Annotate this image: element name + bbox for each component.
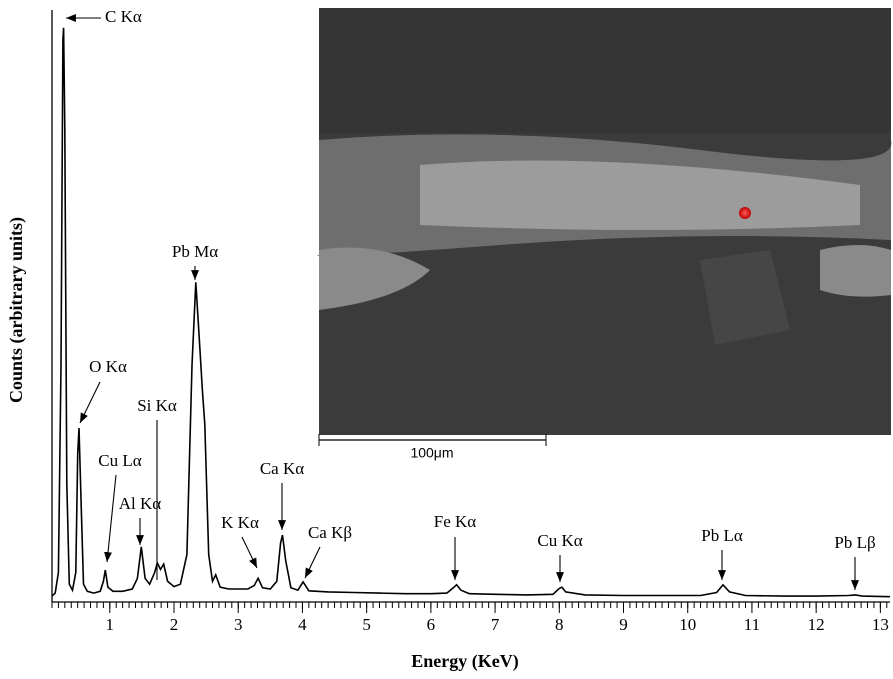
peak-label: O Kα	[89, 357, 127, 376]
x-tick-label: 12	[808, 615, 825, 634]
x-tick-label: 9	[619, 615, 628, 634]
x-tick-label: 2	[170, 615, 179, 634]
spectrum-line	[51, 27, 891, 598]
x-axis-label: Energy (KeV)	[411, 651, 518, 672]
peak-label: Pb Lα	[701, 526, 743, 545]
x-tick-label: 7	[491, 615, 500, 634]
peak-label: Al Kα	[119, 494, 162, 513]
peak-label: Pb Lβ	[834, 533, 875, 552]
peak-label: C Kα	[105, 7, 142, 26]
peak-label: Ca Kβ	[308, 523, 352, 542]
peak-label: Pb Mα	[172, 242, 218, 261]
peak-arrow	[241, 536, 258, 569]
peak-arrow	[304, 546, 321, 579]
peak-label: Cu Lα	[98, 451, 141, 470]
x-tick-label: 3	[234, 615, 243, 634]
x-tick-label: 11	[744, 615, 760, 634]
x-tick-label: 8	[555, 615, 564, 634]
scale-label: 100μm	[410, 445, 453, 461]
peak-arrow	[104, 474, 117, 563]
x-tick-label: 5	[362, 615, 371, 634]
peak-label: Ca Kα	[260, 459, 304, 478]
x-tick-label: 1	[106, 615, 115, 634]
x-tick-label: 10	[679, 615, 696, 634]
x-tick-label: 4	[298, 615, 307, 634]
peak-label: K Kα	[221, 513, 259, 532]
peak-label: Fe Kα	[434, 512, 477, 531]
sem-inset: 100μm	[317, 8, 892, 461]
y-axis-label: Counts (arbitrary units)	[6, 217, 27, 403]
x-tick-label: 13	[872, 615, 889, 634]
peak-arrow	[79, 381, 101, 424]
peak-label: Cu Kα	[537, 531, 582, 550]
peak-label: Si Kα	[137, 396, 177, 415]
x-tick-label: 6	[427, 615, 436, 634]
